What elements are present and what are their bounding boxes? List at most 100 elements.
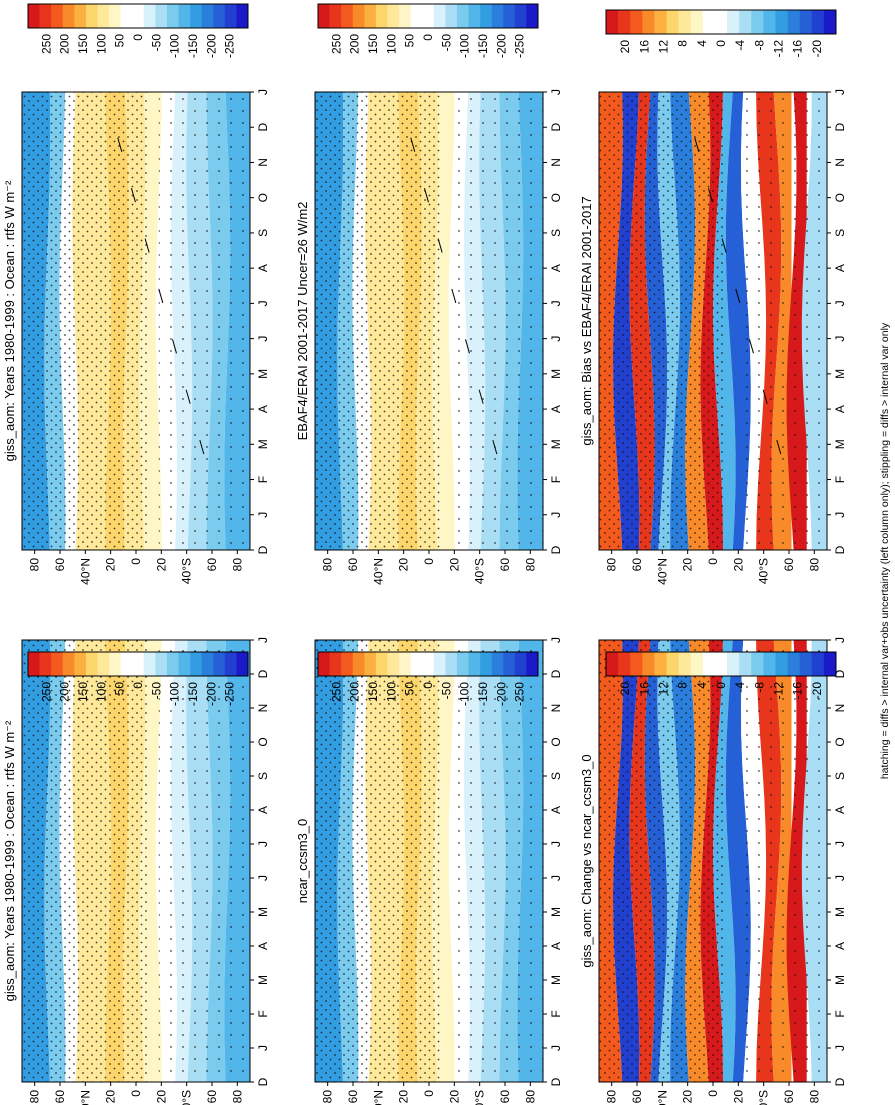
colorbar-swatch — [811, 10, 825, 34]
month-tick-label: J — [549, 875, 563, 881]
colorbar-swatch — [514, 4, 527, 28]
colorbar-swatch — [329, 652, 342, 676]
colorbar-label: 250 — [329, 34, 343, 54]
lat-tick-label: 60 — [346, 1090, 360, 1104]
colorbar-label: -100 — [458, 682, 472, 706]
colorbar-label: 150 — [366, 34, 380, 54]
lat-tick-label: 20 — [681, 558, 695, 572]
hatching — [762, 389, 768, 404]
month-tick-label: D — [256, 669, 270, 678]
month-tick-label: A — [256, 942, 270, 950]
hatching — [748, 339, 754, 354]
colorbar-swatch — [763, 10, 776, 34]
colorbar-swatch — [143, 4, 156, 28]
colorbar-swatch — [97, 652, 110, 676]
month-tick-label: N — [549, 704, 563, 713]
colorbar-swatch — [823, 652, 837, 676]
stippling — [22, 92, 148, 550]
colorbar-swatch — [224, 652, 237, 676]
lat-tick-label: 20 — [731, 558, 745, 572]
colorbar-label: 12 — [657, 682, 671, 696]
colorbar-label: -100 — [458, 34, 472, 58]
colorbar-swatch — [714, 10, 728, 34]
month-tick-label: N — [549, 158, 563, 167]
month-tick-label: M — [256, 975, 270, 985]
month-tick-label: A — [549, 806, 563, 814]
stippling — [22, 640, 148, 1082]
colorbar-label: 150 — [366, 682, 380, 702]
colorbar-swatch — [480, 4, 492, 28]
month-tick-label: F — [549, 476, 563, 483]
lat-tick-label: 20 — [397, 558, 411, 572]
colorbar-swatch — [155, 652, 168, 676]
colorbar-label: -12 — [772, 40, 786, 58]
colorbar-label: 50 — [403, 682, 417, 696]
month-tick-label: M — [833, 975, 847, 985]
month-tick-label: J — [833, 300, 847, 306]
lat-tick-label: 60 — [782, 558, 796, 572]
month-tick-label: S — [833, 229, 847, 237]
lat-tick-label: 80 — [605, 558, 619, 572]
colorbar-swatch — [799, 652, 813, 676]
stippling — [158, 640, 250, 1082]
month-tick-label: J — [549, 1045, 563, 1051]
lat-tick-label: 40°N — [78, 558, 92, 585]
colorbar-swatch — [654, 652, 667, 676]
colorbar-label: 200 — [348, 682, 362, 702]
lat-tick-label: 80 — [321, 558, 335, 572]
lat-tick-label: 80 — [321, 1090, 335, 1104]
month-tick-label: A — [549, 405, 563, 413]
colorbar-label: -12 — [772, 682, 786, 700]
month-tick-label: J — [256, 1045, 270, 1051]
colorbar-swatch — [727, 652, 740, 676]
hatching — [130, 188, 136, 203]
hatching — [423, 188, 429, 203]
lat-tick-label: 20 — [447, 558, 461, 572]
stippling — [735, 640, 827, 1082]
colorbar-swatch — [422, 4, 435, 28]
colorbar-swatch — [714, 652, 728, 676]
colorbar-frame — [317, 651, 539, 677]
month-tick-label: J — [256, 300, 270, 306]
month-tick-label: F — [833, 476, 847, 483]
hatching — [707, 188, 713, 203]
month-tick-label: J — [256, 512, 270, 518]
hatching — [437, 238, 443, 253]
colorbar-label: 200 — [58, 682, 72, 702]
colorbar-flux: 250 200 150 100 50 0 -50 -100 -150 -200 -250 — [317, 651, 539, 706]
lat-tick-label: 0 — [422, 558, 436, 565]
month-tick-label: O — [833, 737, 847, 746]
colorbar-swatch — [410, 4, 423, 28]
colorbar-swatch — [702, 10, 716, 34]
colorbar-swatch — [85, 652, 98, 676]
lat-tick-label: 40°S — [473, 558, 487, 584]
colorbar-swatch — [51, 652, 64, 676]
colorbar-swatch — [456, 652, 469, 676]
month-tick-label: O — [256, 737, 270, 746]
panel-title: giss_aom: Change vs ncar_ccsm3_0 — [579, 754, 594, 967]
month-tick-label: O — [833, 193, 847, 202]
hatching — [451, 288, 457, 304]
panel-p4: ncar_ccsm3_080 60 40°N 20 0 20 40°S 60 80DJFMAMJ… — [295, 637, 563, 1105]
lat-tick-label: 40°N — [371, 1090, 385, 1105]
colorbar-swatch — [62, 652, 75, 676]
colorbar-swatch — [178, 4, 191, 28]
month-tick-label: D — [833, 545, 847, 554]
stippling — [599, 92, 725, 550]
colorbar-swatch — [763, 652, 776, 676]
lat-tick-label: 60 — [630, 1090, 644, 1104]
colorbar-label: 4 — [695, 40, 709, 47]
colorbar-swatch — [224, 4, 237, 28]
colorbar-label: -200 — [204, 34, 218, 58]
month-tick-label: A — [833, 806, 847, 814]
lat-tick-label: 20 — [397, 1090, 411, 1104]
stippling — [451, 640, 543, 1082]
colorbar-label: 200 — [348, 34, 362, 54]
lat-tick-label: 20 — [731, 1090, 745, 1104]
lat-tick-label: 40°S — [757, 558, 771, 584]
colorbar-swatch — [823, 10, 837, 34]
lat-tick-label: 40°N — [78, 1090, 92, 1105]
colorbar-label: 0 — [421, 682, 435, 689]
lat-tick-label: 20 — [154, 558, 168, 572]
colorbar-label: 4 — [695, 682, 709, 689]
